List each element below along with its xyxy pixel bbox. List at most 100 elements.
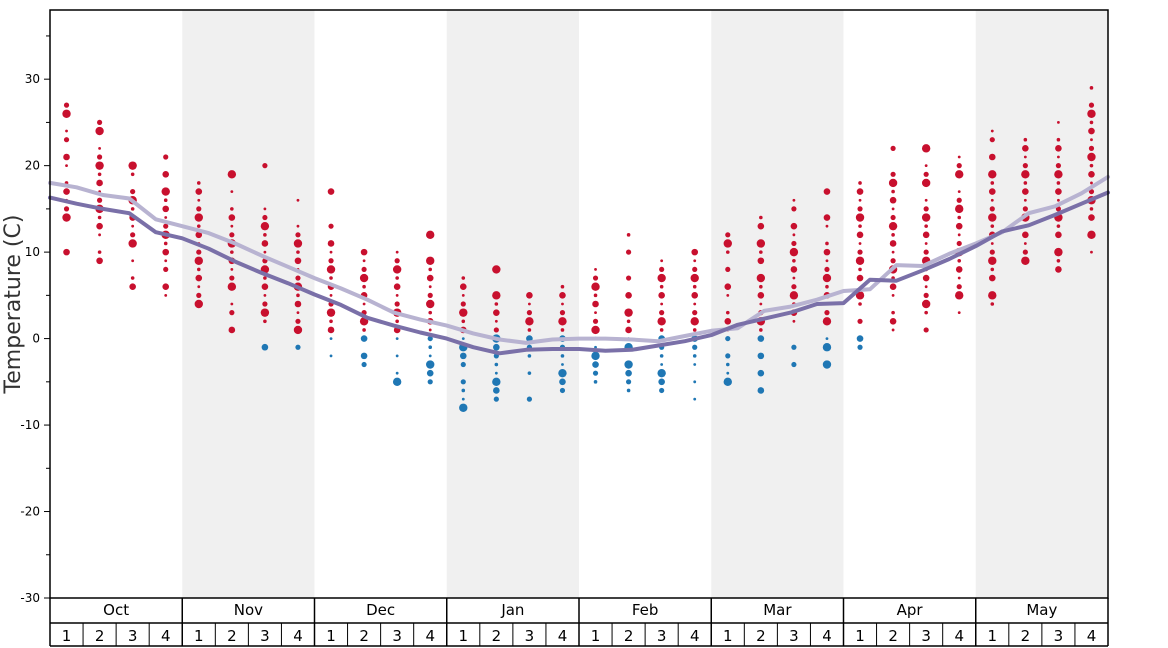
observation-dot: [196, 249, 202, 255]
observation-dot: [293, 325, 303, 335]
observation-dot: [461, 293, 465, 297]
observation-dot: [921, 178, 931, 188]
observation-dot: [657, 317, 666, 326]
observation-dot: [989, 137, 995, 143]
observation-dot: [757, 352, 765, 360]
observation-dot: [1090, 138, 1093, 142]
observation-dot: [1055, 266, 1062, 273]
observation-dot: [362, 284, 366, 289]
observation-dot: [164, 293, 168, 297]
observation-dot: [426, 369, 434, 377]
observation-dot: [197, 285, 201, 289]
observation-dot: [98, 233, 101, 237]
observation-dot: [692, 266, 698, 273]
observation-dot: [1088, 214, 1095, 221]
observation-dot: [261, 283, 269, 291]
observation-dot: [163, 198, 168, 203]
observation-dot: [95, 126, 104, 136]
week-label: 3: [128, 627, 138, 645]
observation-dot: [792, 258, 796, 263]
week-label: 4: [425, 627, 435, 645]
observation-dot: [263, 293, 267, 297]
observation-dot: [230, 250, 234, 254]
observation-dot: [130, 276, 135, 280]
week-label: 4: [161, 627, 171, 645]
observation-dot: [359, 273, 369, 283]
observation-dot: [955, 222, 963, 230]
observation-dot: [227, 170, 237, 179]
observation-dot: [957, 215, 962, 220]
observation-dot: [526, 335, 533, 342]
observation-dot: [526, 396, 533, 402]
y-tick-label: 10: [25, 245, 40, 259]
observation-dot: [263, 207, 267, 211]
observation-dot: [559, 310, 566, 316]
observation-dot: [723, 377, 732, 387]
observation-dot: [62, 109, 71, 118]
observation-dot: [659, 266, 665, 273]
observation-dot: [725, 250, 730, 254]
observation-dot: [559, 292, 566, 299]
observation-dot: [395, 276, 399, 280]
observation-dot: [759, 215, 763, 220]
observation-dot: [560, 328, 565, 332]
observation-dot: [426, 299, 435, 309]
observation-dot: [924, 164, 928, 168]
observation-dot: [426, 274, 434, 282]
observation-dot: [294, 257, 302, 265]
observation-dot: [923, 292, 929, 298]
observation-dot: [1023, 181, 1028, 185]
observation-dot: [693, 302, 697, 306]
observation-dot: [625, 369, 632, 377]
observation-dot: [657, 368, 666, 378]
week-label: 3: [1054, 627, 1064, 645]
observation-dot: [891, 189, 895, 194]
observation-dot: [789, 291, 799, 300]
observation-dot: [626, 319, 631, 324]
observation-dot: [260, 221, 270, 231]
observation-dot: [825, 259, 829, 263]
observation-dot: [461, 397, 465, 401]
observation-dot: [625, 326, 632, 334]
observation-dot: [329, 319, 333, 324]
observation-dot: [459, 308, 468, 317]
observation-dot: [97, 172, 102, 177]
observation-dot: [164, 259, 168, 263]
observation-dot: [594, 345, 597, 349]
week-label: 3: [260, 627, 270, 645]
observation-dot: [626, 388, 631, 393]
observation-dot: [263, 233, 267, 237]
observation-dot: [196, 206, 202, 212]
observation-dot: [692, 328, 697, 332]
observation-dot: [890, 214, 896, 221]
observation-dot: [227, 282, 237, 291]
observation-dot: [328, 258, 334, 264]
observation-dot: [858, 302, 862, 306]
observation-dot: [392, 265, 402, 274]
observation-dot: [426, 256, 435, 265]
observation-dot: [957, 155, 961, 159]
observation-dot: [1088, 102, 1095, 108]
observation-dot: [923, 171, 929, 177]
observation-dot: [858, 224, 862, 228]
month-label-oct: Oct: [103, 601, 129, 619]
observation-dot: [757, 292, 765, 299]
observation-dot: [493, 343, 500, 351]
observation-dot: [792, 276, 796, 280]
observation-dot: [924, 198, 928, 202]
observation-dot: [856, 231, 864, 239]
observation-dot: [922, 274, 930, 282]
week-label: 3: [921, 627, 931, 645]
observation-dot: [194, 213, 203, 222]
observation-dot: [1056, 181, 1061, 185]
observation-dot: [395, 250, 399, 254]
week-label: 4: [293, 627, 303, 645]
observation-dot: [956, 197, 962, 203]
observation-dot: [792, 319, 796, 323]
observation-dot: [130, 207, 135, 211]
observation-dot: [824, 266, 830, 273]
observation-dot: [131, 259, 135, 263]
observation-dot: [96, 179, 103, 187]
observation-dot: [1022, 249, 1028, 255]
observation-dot: [361, 266, 367, 273]
